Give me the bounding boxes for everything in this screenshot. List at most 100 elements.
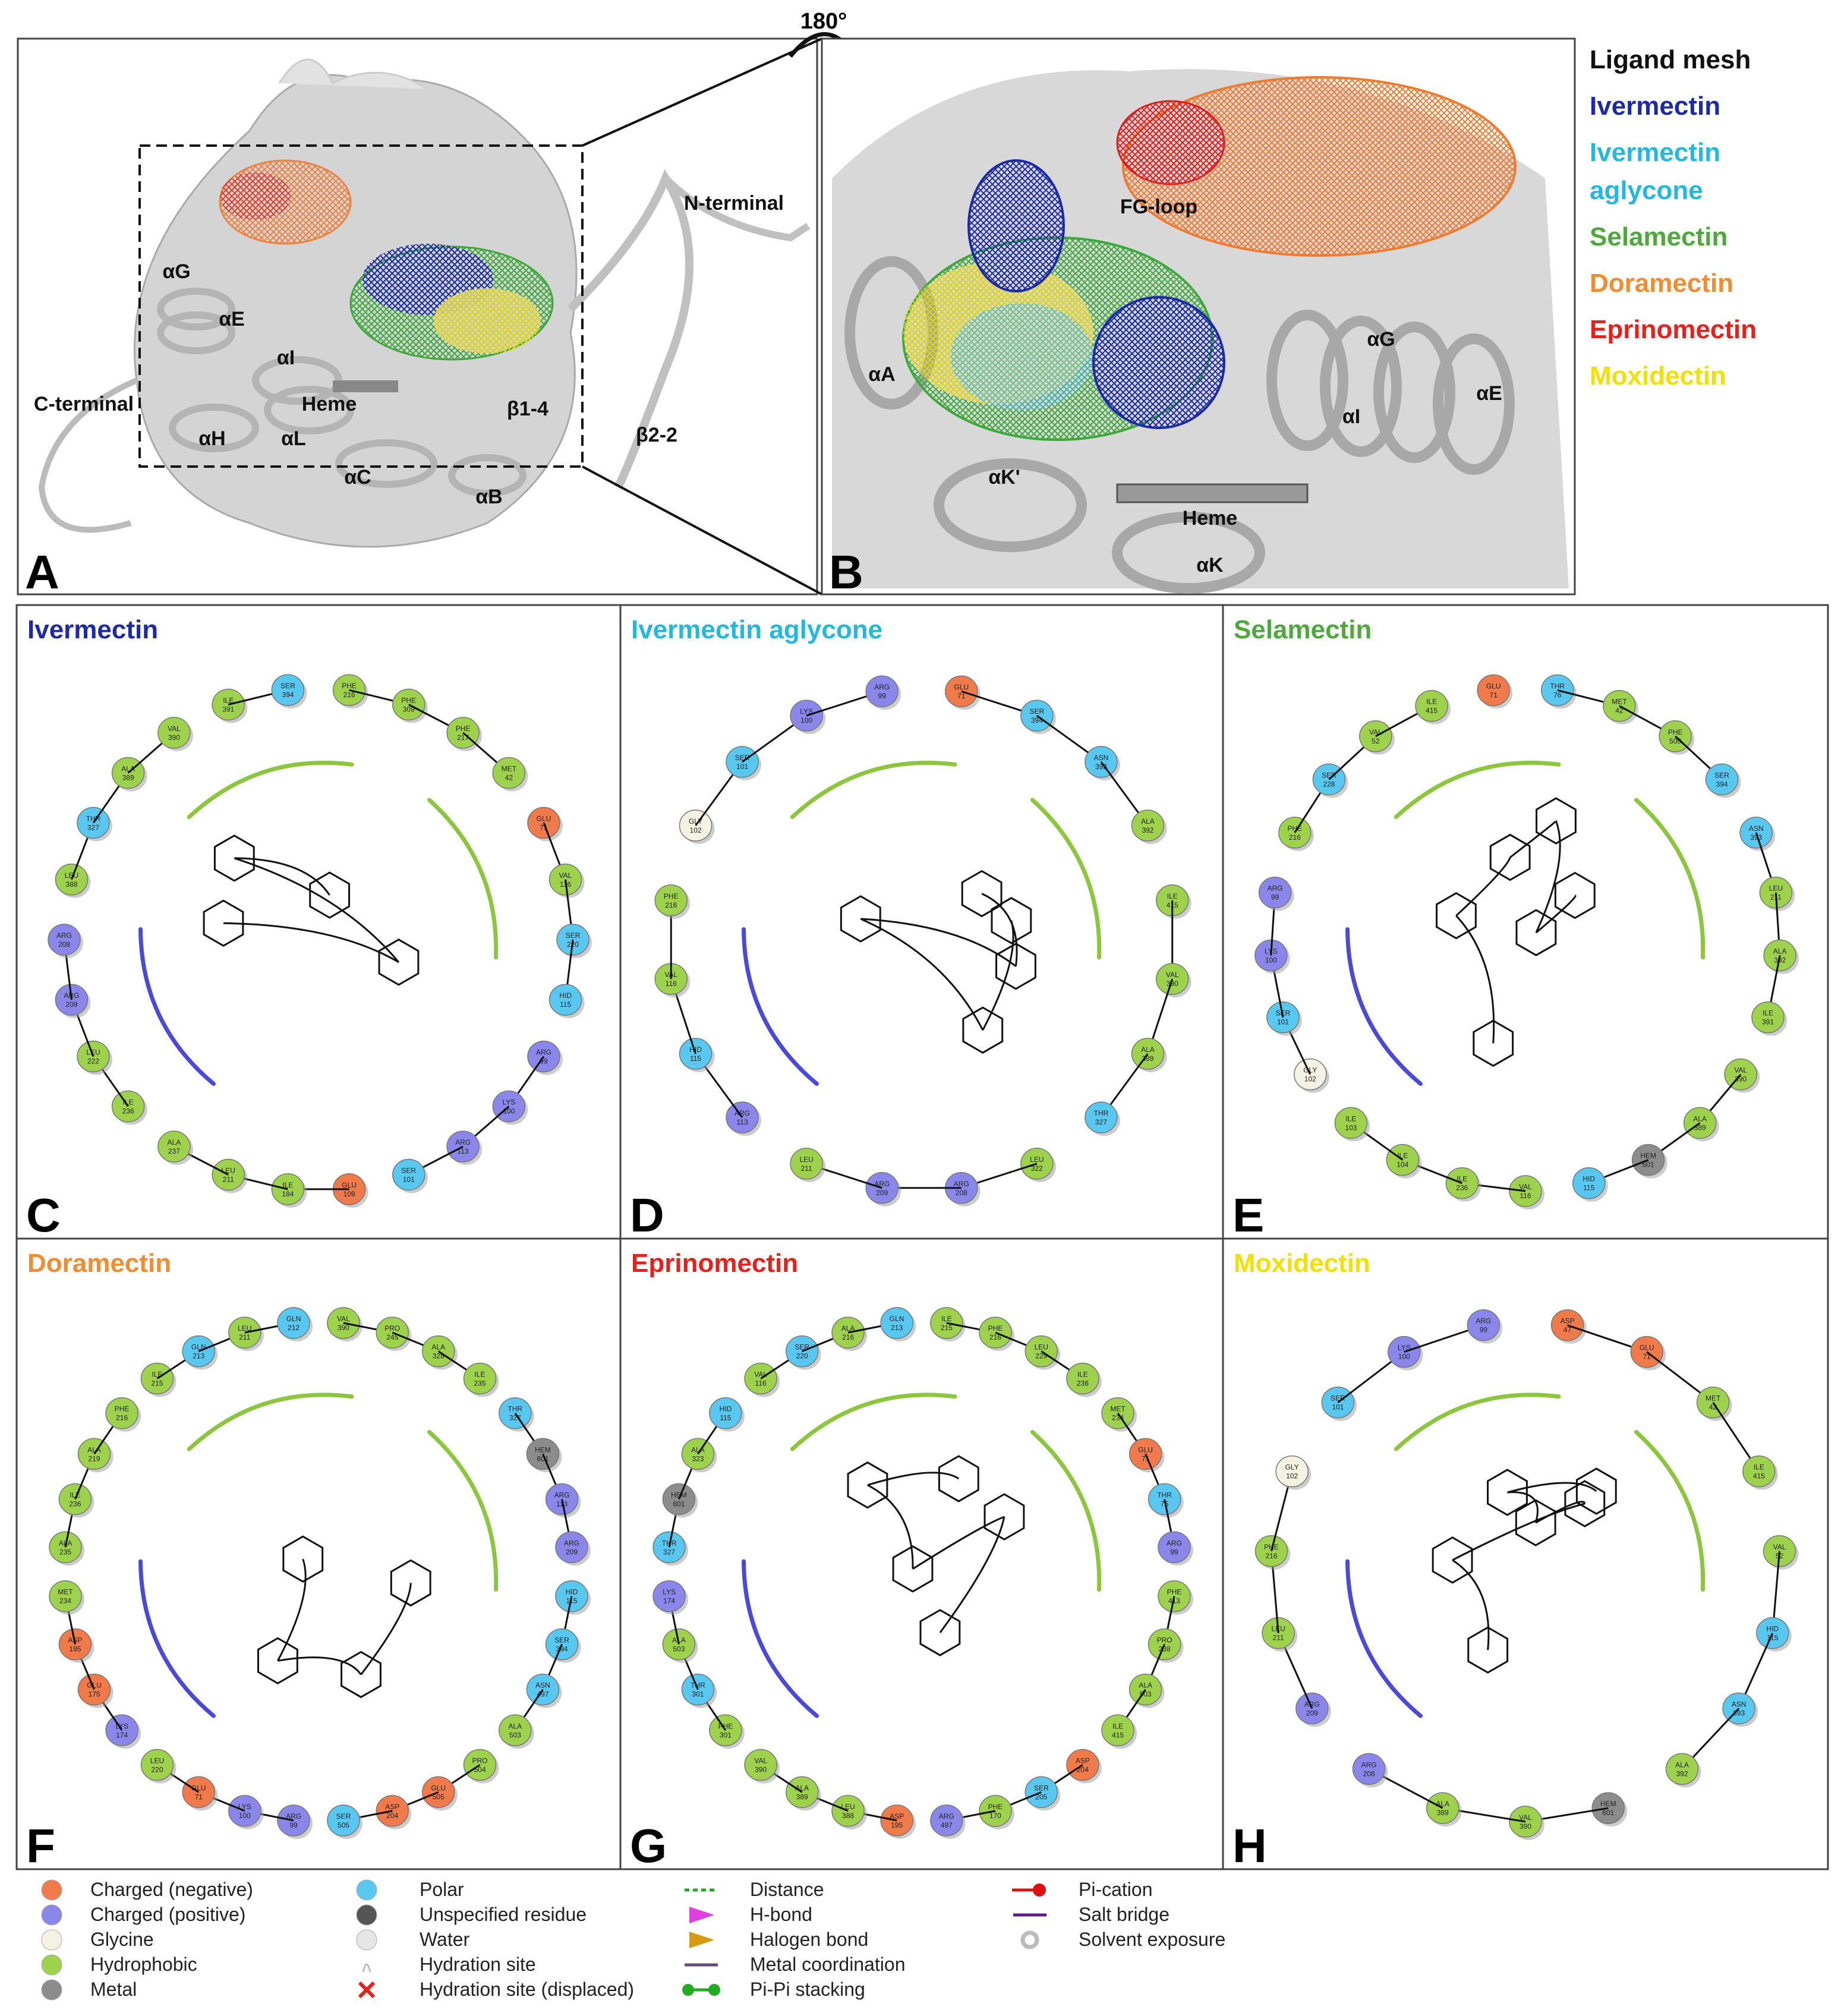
residue-name: LEU: [86, 1048, 100, 1057]
residue: [1705, 763, 1739, 796]
legend-label: Charged (positive): [90, 1904, 245, 1925]
residue-number: 391: [222, 705, 234, 713]
residue-name: THR: [1550, 682, 1565, 690]
residue-number: 220: [151, 1766, 163, 1774]
residue-number: 116: [666, 979, 677, 988]
ligand-ring: [1487, 1469, 1528, 1516]
residue-name: GLU: [342, 1181, 357, 1189]
residue-number: 389: [1437, 1809, 1449, 1817]
pocket-curve: [427, 1430, 499, 1592]
residue-number: 235: [59, 1548, 71, 1556]
residue: [1477, 674, 1510, 707]
residue-name: ARG: [1361, 1760, 1376, 1769]
pocket-curve: [427, 798, 499, 960]
residue-number: 216: [116, 1414, 128, 1422]
residue-name: SER: [336, 1812, 351, 1820]
ligand-ring: [1536, 797, 1577, 845]
residue: [492, 757, 526, 789]
residue-number: 76: [1553, 691, 1562, 699]
residue-number: 100: [800, 716, 812, 724]
legend-swatch: [356, 1904, 377, 1926]
residue-name: ARG: [874, 683, 890, 691]
residue-number: 237: [168, 1147, 180, 1155]
residue-name: ASN: [535, 1681, 550, 1690]
residue: [865, 675, 899, 707]
residue-number: 505: [433, 1793, 445, 1801]
residue-number: 184: [282, 1190, 294, 1198]
residue-number: 209: [566, 1548, 578, 1556]
residue-name: LEU: [1030, 1155, 1044, 1164]
ligand-bond: [939, 1516, 1005, 1633]
ligand-ring: [919, 1609, 961, 1656]
ligand-ring: [961, 870, 1003, 918]
residue-number: 100: [1265, 956, 1277, 965]
ligand-ring: [840, 895, 881, 943]
residue-number: 216: [1289, 833, 1301, 842]
residue: [327, 1804, 360, 1837]
ligand-bond: [982, 920, 1014, 1031]
ligand-bond: [1535, 820, 1561, 933]
residue-name: ILE: [475, 1370, 486, 1378]
residue-number: 102: [1304, 1075, 1316, 1083]
ligand-ring: [1473, 1019, 1514, 1067]
legend-swatch: [356, 1879, 377, 1901]
residue-number: 42: [1615, 707, 1624, 715]
residue-name: ALA: [431, 1343, 445, 1352]
pocket-curve: [138, 1559, 216, 1718]
residue-number: 236: [1077, 1379, 1089, 1387]
residue: [654, 884, 688, 916]
residue-name: GLU: [87, 1681, 102, 1690]
pocket-curve: [742, 1559, 819, 1718]
residue-name: PHE: [401, 696, 416, 704]
legend-label: Solvent exposure: [1079, 1929, 1225, 1950]
residue-number: 497: [941, 1821, 953, 1829]
residue-name: VAL: [559, 871, 572, 880]
residue-number: 116: [1520, 1192, 1531, 1200]
ligand-ring: [991, 897, 1032, 944]
ligand-bond: [867, 1472, 960, 1486]
ligand-bond: [360, 1583, 412, 1675]
residue: [652, 1580, 686, 1612]
structure-annotation: Heme: [302, 393, 357, 415]
residue-name: ARG: [536, 1048, 551, 1057]
ligand-ring: [983, 1493, 1025, 1541]
residue-number: 100: [1398, 1353, 1410, 1361]
residue-number: 102: [690, 826, 702, 834]
residue-name: SER: [280, 682, 295, 690]
residue-name: ASP: [385, 1803, 399, 1811]
residue-name: VAL: [1773, 1543, 1786, 1551]
ligand-ring: [1564, 1480, 1606, 1527]
ligand-ring: [1436, 892, 1477, 940]
residue-number: 195: [69, 1645, 81, 1653]
residue-number: 327: [1095, 1118, 1107, 1126]
ligand-bond: [223, 922, 399, 963]
ligand-bond: [860, 918, 984, 1031]
residue: [157, 717, 191, 749]
residue-number: 115: [720, 1414, 731, 1422]
residue-name: ILE: [123, 1098, 134, 1107]
residue-name: VAL: [168, 724, 181, 733]
residue-number: 220: [796, 1352, 808, 1360]
residue-name: HID: [559, 991, 572, 1000]
residue-number: 415: [1753, 1472, 1765, 1480]
ligand-bond: [1507, 1482, 1597, 1494]
residue-name: ARG: [56, 931, 72, 940]
legend-swatch: [689, 1907, 714, 1923]
residue: [1751, 1001, 1785, 1034]
residue-number: 216: [842, 1333, 854, 1341]
residue-number: 392: [1676, 1769, 1688, 1778]
structure-annotation: αI: [1342, 405, 1360, 428]
residue: [1275, 1455, 1309, 1488]
ligand-ring: [341, 1650, 382, 1699]
legend-swatch: [358, 1981, 376, 1999]
residue-name: ALA: [1693, 1114, 1707, 1123]
residue-number: 115: [1583, 1184, 1594, 1192]
pocket-curve: [187, 760, 354, 820]
residue-name: SER: [1030, 707, 1045, 716]
residue-number: 503: [509, 1731, 521, 1739]
residue-number: 222: [87, 1057, 99, 1066]
residue-name: ALA: [841, 1324, 855, 1333]
residue-name: ALA: [1141, 1045, 1155, 1054]
residue-name: MET: [1706, 1394, 1721, 1403]
